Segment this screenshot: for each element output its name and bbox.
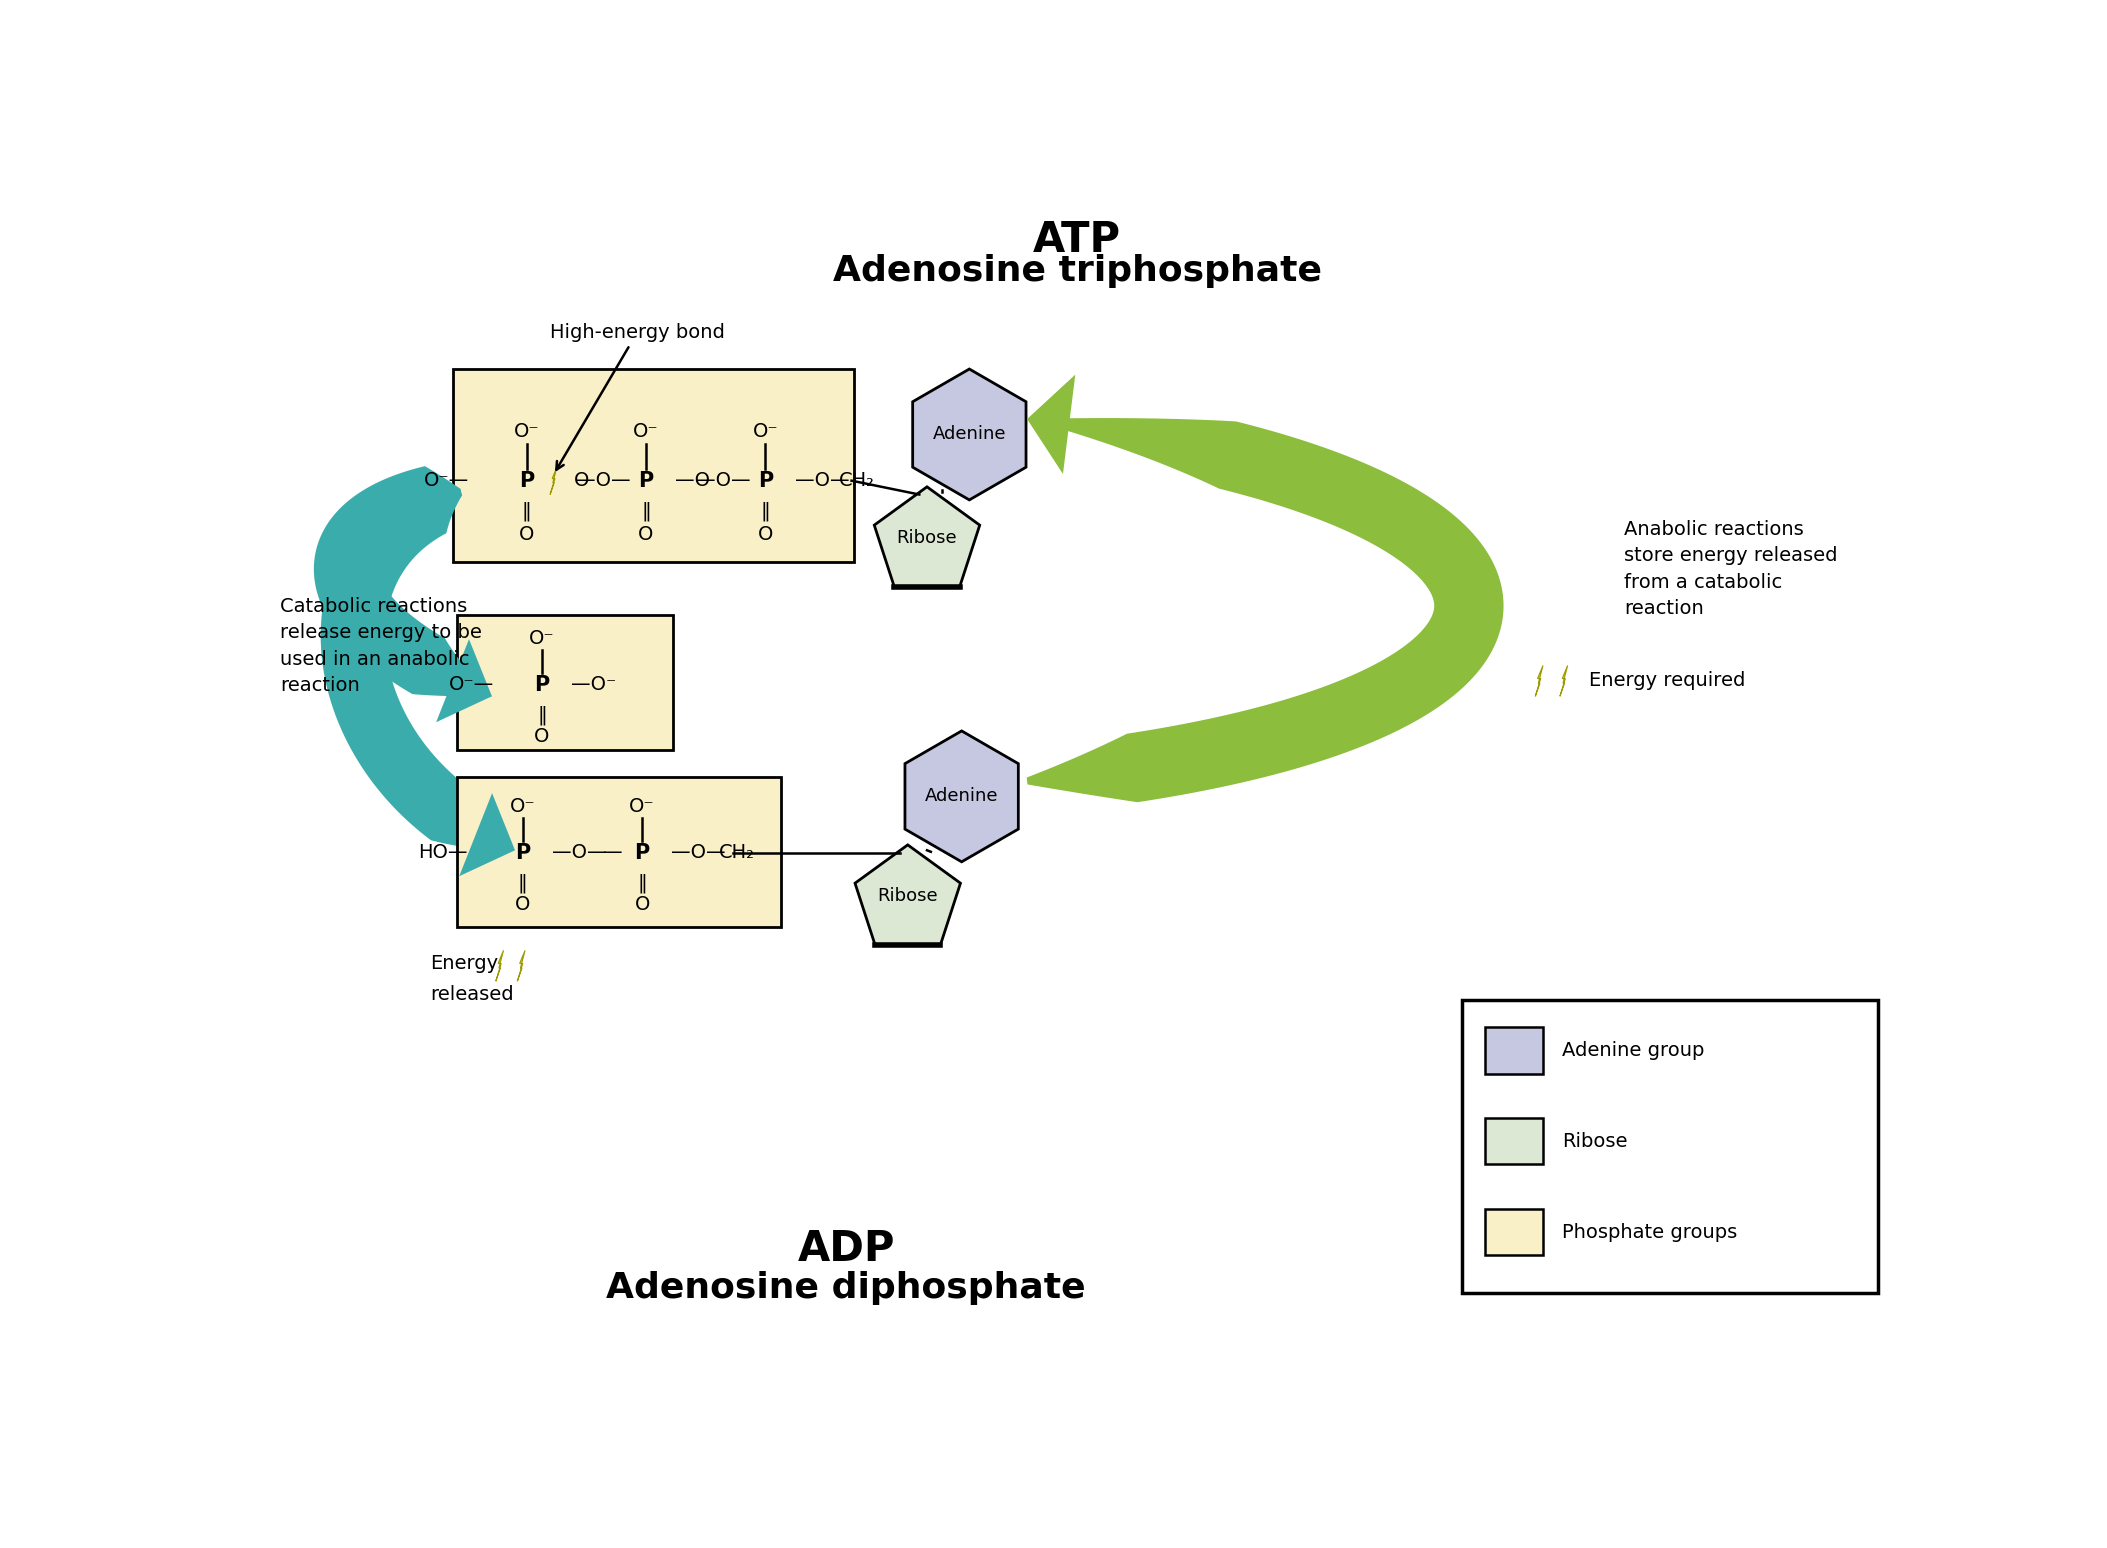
Text: Adenosine diphosphate: Adenosine diphosphate	[607, 1271, 1085, 1305]
Text: —O: —O	[674, 471, 710, 491]
Polygon shape	[1559, 666, 1568, 697]
Text: —O—: —O—	[794, 471, 849, 491]
Text: —O—: —O—	[672, 844, 727, 862]
Text: O: O	[575, 471, 590, 491]
Polygon shape	[1026, 418, 1504, 802]
Text: P: P	[634, 842, 649, 862]
Text: Energy required: Energy required	[1589, 672, 1745, 690]
Text: O⁻—: O⁻—	[449, 675, 495, 694]
Bar	[453, 368, 853, 562]
Text: ‖: ‖	[523, 502, 531, 522]
Text: Phosphate groups: Phosphate groups	[1561, 1223, 1738, 1241]
Text: P: P	[518, 471, 535, 491]
Bar	[457, 777, 782, 927]
Text: Adenine: Adenine	[933, 426, 1007, 443]
Text: ‖: ‖	[761, 502, 771, 522]
Text: P: P	[535, 675, 550, 695]
Bar	[1462, 1000, 1877, 1293]
Text: ‖: ‖	[518, 873, 527, 893]
Text: ATP: ATP	[1032, 218, 1121, 262]
Polygon shape	[1026, 375, 1075, 474]
Text: O⁻: O⁻	[529, 628, 554, 647]
Polygon shape	[314, 466, 491, 697]
Text: —: —	[603, 844, 624, 862]
Polygon shape	[518, 950, 525, 981]
Polygon shape	[495, 950, 504, 981]
Text: O⁻—: O⁻—	[424, 471, 470, 491]
Text: P: P	[759, 471, 773, 491]
Text: High-energy bond: High-energy bond	[550, 324, 725, 469]
Text: Anabolic reactions
store energy released
from a catabolic
reaction: Anabolic reactions store energy released…	[1624, 520, 1837, 619]
Text: P: P	[638, 471, 653, 491]
Bar	[457, 616, 672, 751]
Bar	[1485, 1209, 1542, 1255]
Text: CH₂: CH₂	[718, 844, 754, 862]
Text: O: O	[759, 525, 773, 545]
Polygon shape	[550, 467, 556, 494]
Text: O: O	[638, 525, 653, 545]
Bar	[1485, 1028, 1542, 1074]
Polygon shape	[320, 475, 514, 850]
Text: O: O	[535, 728, 550, 746]
Text: ‖: ‖	[636, 873, 647, 893]
Text: ‖: ‖	[641, 502, 651, 522]
Text: CH₂: CH₂	[839, 471, 874, 491]
Text: ‖: ‖	[537, 706, 548, 724]
Text: Energy: Energy	[430, 954, 499, 974]
Text: released: released	[430, 985, 514, 1005]
Polygon shape	[1536, 666, 1542, 697]
Text: Adenine: Adenine	[925, 788, 999, 805]
Text: Adenosine triphosphate: Adenosine triphosphate	[832, 254, 1321, 288]
Polygon shape	[906, 731, 1018, 862]
Bar	[1485, 1118, 1542, 1164]
Text: O: O	[514, 895, 531, 913]
Text: Ribose: Ribose	[1561, 1132, 1629, 1150]
Text: Catabolic reactions
release energy to be
used in an anabolic
reaction: Catabolic reactions release energy to be…	[280, 598, 483, 695]
Text: O⁻: O⁻	[630, 797, 655, 816]
Text: O⁻: O⁻	[510, 797, 535, 816]
Text: O: O	[634, 895, 649, 913]
Text: O⁻: O⁻	[752, 421, 777, 441]
Polygon shape	[912, 368, 1026, 500]
Text: Ribose: Ribose	[898, 529, 957, 548]
Text: O⁻: O⁻	[514, 421, 539, 441]
Text: HO—: HO—	[417, 844, 468, 862]
Polygon shape	[855, 845, 961, 946]
Polygon shape	[874, 486, 980, 587]
Text: P: P	[514, 842, 531, 862]
Text: —O—: —O—	[695, 471, 750, 491]
Polygon shape	[459, 793, 514, 876]
Text: O⁻: O⁻	[632, 421, 659, 441]
Text: ADP: ADP	[796, 1228, 895, 1269]
Text: —O⁻: —O⁻	[571, 675, 617, 694]
Text: Ribose: Ribose	[877, 887, 938, 906]
Text: Adenine group: Adenine group	[1561, 1040, 1705, 1060]
Text: —O—: —O—	[577, 471, 630, 491]
Text: O: O	[518, 525, 535, 545]
Polygon shape	[436, 639, 491, 723]
Text: —O—: —O—	[552, 844, 607, 862]
